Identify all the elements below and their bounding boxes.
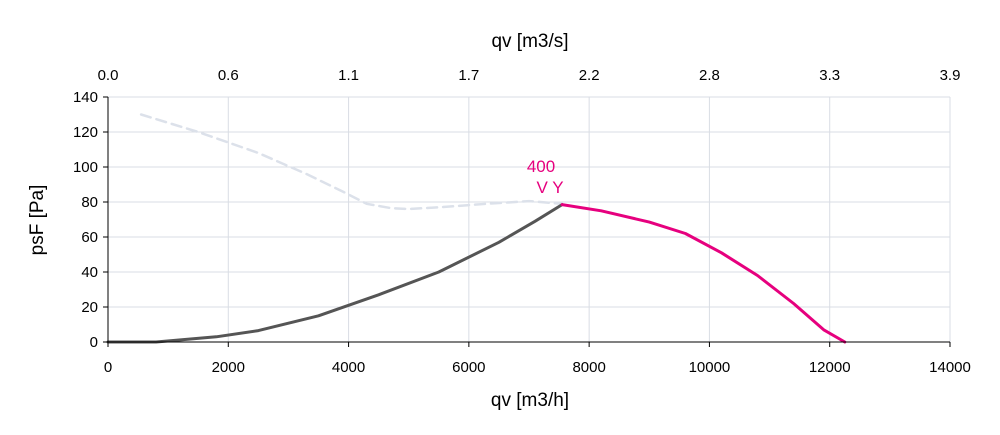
x-tick-label: 8000 (572, 359, 605, 376)
y-tick-label: 100 (73, 159, 98, 176)
series-line-3 (560, 203, 847, 344)
x-tick-label: 0 (104, 359, 112, 376)
y-tick-label: 80 (81, 194, 98, 211)
x-tick-label: 2000 (212, 359, 245, 376)
y-axis-title: psF [Pa] (27, 185, 48, 256)
y-tick-label: 40 (81, 264, 98, 281)
curve-label-vy: V Y (536, 178, 563, 197)
bottom-axis-title: qv [m3/h] (491, 390, 569, 411)
y-tick-label: 120 (73, 124, 98, 141)
x-tick-label: 14000 (929, 359, 971, 376)
top-axis-title: qv [m3/s] (491, 31, 568, 52)
y-tick-label: 20 (81, 299, 98, 316)
x2-tick-label: 2.2 (579, 67, 600, 84)
x-tick-label: 10000 (689, 359, 731, 376)
x-tick-label: 6000 (452, 359, 485, 376)
grid (108, 96, 951, 342)
x2-tick-label: 2.8 (699, 67, 720, 84)
y-tick-label: 140 (73, 89, 98, 106)
x2-tick-label: 3.3 (819, 67, 840, 84)
x2-tick-label: 3.9 (940, 67, 961, 84)
x-tick-label: 4000 (332, 359, 365, 376)
x2-tick-label: 1.7 (458, 67, 479, 84)
x2-tick-label: 0.0 (98, 67, 119, 84)
series-layer (106, 113, 847, 344)
y-tick-label: 0 (90, 334, 98, 351)
x2-tick-label: 1.1 (338, 67, 359, 84)
curve-label-400: 400 (527, 157, 555, 176)
x-tick-label: 12000 (809, 359, 851, 376)
y-tick-label: 60 (81, 229, 98, 246)
axes (103, 96, 951, 347)
x2-tick-label: 0.6 (218, 67, 239, 84)
series-line-2 (106, 203, 564, 344)
series-line-1 (139, 113, 564, 211)
